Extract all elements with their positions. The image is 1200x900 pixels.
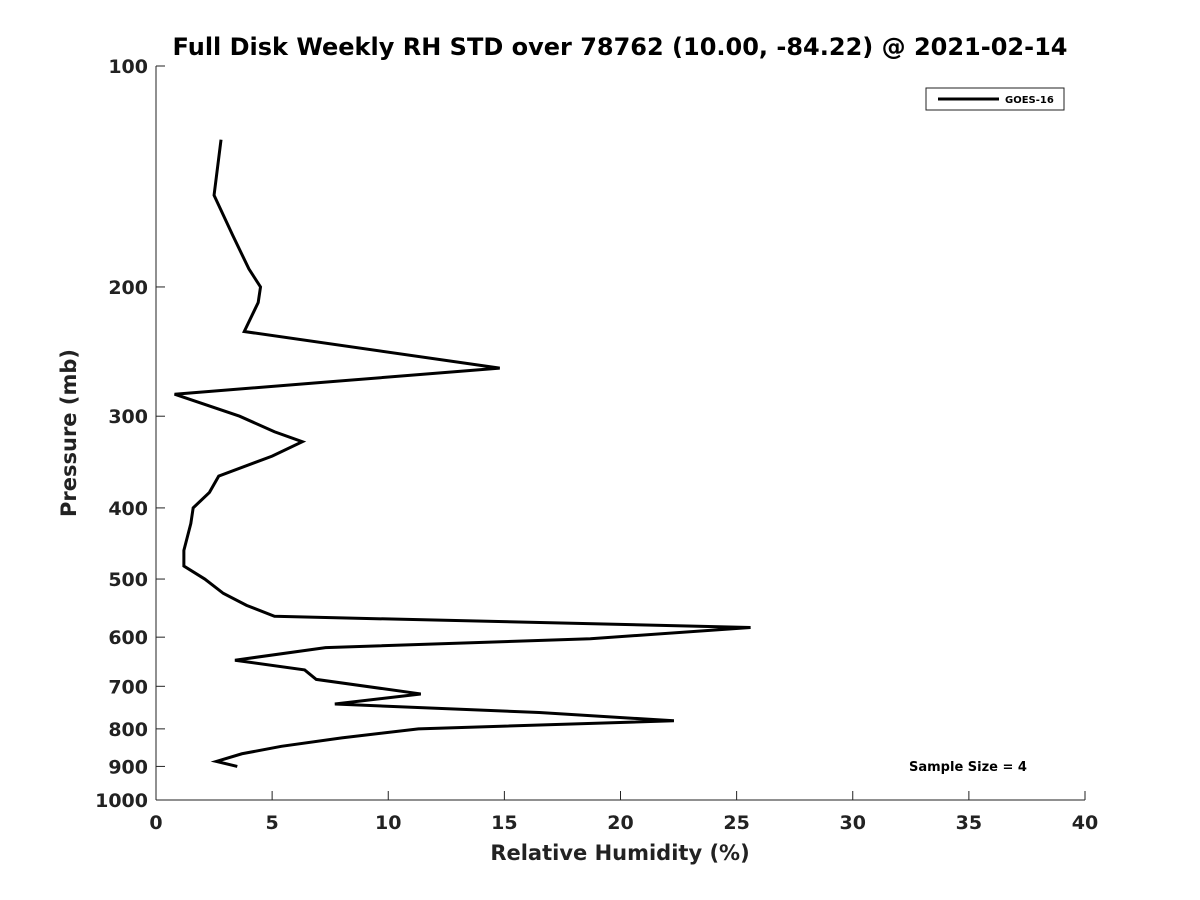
x-tick-label-20: 20 [607,812,633,834]
x-tick-label-0: 0 [149,812,162,834]
y-tick-label-500: 500 [108,569,148,591]
y-axis-label: Pressure (mb) [57,349,81,517]
chart-title: Full Disk Weekly RH STD over 78762 (10.0… [173,33,1068,61]
x-axis-ticks: 0 5 10 15 20 25 30 35 40 [149,791,1098,834]
series-layer [174,139,751,768]
y-tick-label-200: 200 [108,277,148,299]
legend-entry-goes-16: GOES-16 [1005,95,1054,106]
x-tick-label-30: 30 [840,812,866,834]
x-axis-label: Relative Humidity (%) [490,841,749,865]
y-tick-label-100: 100 [108,56,148,78]
y-tick-label-1000: 1000 [95,790,148,812]
y-tick-label-400: 400 [108,498,148,520]
x-tick-label-35: 35 [956,812,982,834]
x-tick-label-15: 15 [491,812,517,834]
y-tick-label-300: 300 [108,406,148,428]
plot-area [156,66,1085,800]
y-tick-label-900: 900 [108,756,148,778]
sample-size-annotation: Sample Size = 4 [909,760,1027,775]
x-tick-label-5: 5 [266,812,279,834]
y-tick-label-600: 600 [108,627,148,649]
x-tick-label-10: 10 [375,812,401,834]
series-line-goes-16 [174,139,751,768]
x-tick-label-25: 25 [723,812,749,834]
y-tick-label-700: 700 [108,676,148,698]
y-tick-label-800: 800 [108,719,148,741]
x-tick-label-40: 40 [1072,812,1098,834]
legend: GOES-16 [925,87,1065,111]
y-axis-ticks: 100 200 300 400 500 600 700 800 900 1000 [95,56,165,812]
